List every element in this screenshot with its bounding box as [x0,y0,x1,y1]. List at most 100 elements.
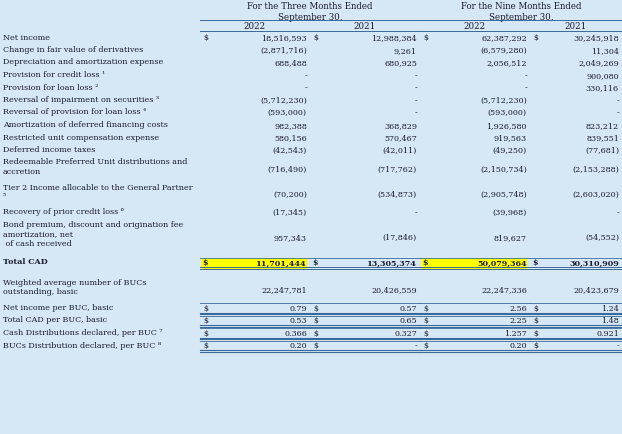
Text: Recovery of prior credit loss ⁶: Recovery of prior credit loss ⁶ [3,208,124,217]
Text: Redeemable Preferred Unit distributions and
accretion: Redeemable Preferred Unit distributions … [3,158,187,176]
Bar [0,32,622,45]
Text: $: $ [203,305,208,313]
Text: -: - [414,72,417,80]
Text: $: $ [313,330,318,338]
Text: 0.20: 0.20 [509,342,527,350]
Text: 0.53: 0.53 [289,317,307,325]
Text: 12,988,384: 12,988,384 [371,34,417,42]
Text: $: $ [203,259,208,267]
Text: $: $ [532,259,538,267]
Text: 1,926,580: 1,926,580 [486,122,527,130]
Bar [0,257,622,270]
Text: 2021: 2021 [565,22,587,31]
Text: $: $ [313,305,318,313]
Bar [0,57,622,69]
Text: $: $ [313,317,318,325]
Text: -: - [304,84,307,92]
Bar [0,328,622,340]
Text: (17,345): (17,345) [273,209,307,217]
Text: 1.48: 1.48 [601,317,619,325]
Text: Restricted unit compensation expense: Restricted unit compensation expense [3,134,159,141]
Text: Change in fair value of derivatives: Change in fair value of derivatives [3,46,143,54]
Bar [0,107,622,119]
Text: (2,603,020): (2,603,020) [572,191,619,198]
Bar [0,277,622,302]
Text: 680,925: 680,925 [384,59,417,67]
Text: 570,467: 570,467 [384,134,417,142]
Bar [0,315,622,328]
Text: 20,423,679: 20,423,679 [573,286,619,294]
Text: $: $ [533,305,538,313]
Text: Provision for loan loss ²: Provision for loan loss ² [3,83,98,92]
Text: 18,516,593: 18,516,593 [261,34,307,42]
Text: 11,304: 11,304 [591,47,619,55]
Text: 2.25: 2.25 [509,317,527,325]
Text: (534,873): (534,873) [378,191,417,198]
Text: 22,247,336: 22,247,336 [481,286,527,294]
Text: (2,871,716): (2,871,716) [260,47,307,55]
Text: (42,543): (42,543) [272,147,307,155]
Text: $: $ [423,34,428,42]
Bar [0,132,622,145]
Text: 20,426,559: 20,426,559 [371,286,417,294]
Text: $: $ [203,34,208,42]
Text: (593,000): (593,000) [268,109,307,117]
Text: (77,681): (77,681) [585,147,619,155]
Text: 957,343: 957,343 [274,234,307,242]
Text: 1.24: 1.24 [601,305,619,313]
Text: -: - [524,72,527,80]
Bar [201,258,307,269]
Text: -: - [414,209,417,217]
Text: (54,552): (54,552) [585,234,619,242]
Bar [0,145,622,157]
Text: Net income per BUC, basic: Net income per BUC, basic [3,304,113,312]
Text: 0.20: 0.20 [289,342,307,350]
Text: $: $ [312,259,318,267]
Text: (70,200): (70,200) [273,191,307,198]
Text: 50,079,364: 50,079,364 [477,259,527,267]
Text: 62,387,292: 62,387,292 [481,34,527,42]
Text: 9,261: 9,261 [394,47,417,55]
Text: -: - [414,84,417,92]
Text: (2,905,748): (2,905,748) [480,191,527,198]
Text: -: - [414,342,417,350]
Bar [0,302,622,315]
Text: $: $ [423,342,428,350]
Text: 2.56: 2.56 [509,305,527,313]
Text: 823,212: 823,212 [586,122,619,130]
Text: (39,968): (39,968) [493,209,527,217]
Text: Depreciation and amortization expense: Depreciation and amortization expense [3,59,163,66]
Text: 0.921: 0.921 [596,330,619,338]
Text: 368,829: 368,829 [384,122,417,130]
Text: -: - [524,84,527,92]
Bar [0,82,622,95]
Text: $: $ [203,342,208,350]
Text: 2,049,269: 2,049,269 [578,59,619,67]
Text: 2022: 2022 [244,22,266,31]
Text: $: $ [313,34,318,42]
Text: (5,712,230): (5,712,230) [260,97,307,105]
Text: $: $ [203,330,208,338]
Bar [0,95,622,107]
Text: $: $ [423,317,428,325]
Text: 919,563: 919,563 [494,134,527,142]
Text: Amortization of deferred financing costs: Amortization of deferred financing costs [3,121,168,129]
Text: 1.257: 1.257 [504,330,527,338]
Text: $: $ [533,342,538,350]
Text: 22,247,781: 22,247,781 [261,286,307,294]
Text: Reversal of impairment on securities ³: Reversal of impairment on securities ³ [3,96,159,104]
Text: $: $ [313,342,318,350]
Bar [0,220,622,257]
Bar [0,45,622,57]
Text: -: - [616,209,619,217]
Text: Weighted average number of BUCs
outstanding, basic: Weighted average number of BUCs outstand… [3,279,147,296]
Text: For the Three Months Ended
September 30,: For the Three Months Ended September 30, [248,2,373,22]
Text: -: - [414,109,417,117]
Text: 30,310,909: 30,310,909 [569,259,619,267]
Text: 839,551: 839,551 [586,134,619,142]
Text: Bond premium, discount and origination fee
amortization, net
 of cash received: Bond premium, discount and origination f… [3,221,183,248]
Text: 2,056,512: 2,056,512 [486,59,527,67]
Text: (5,712,230): (5,712,230) [480,97,527,105]
Text: (2,153,288): (2,153,288) [572,165,619,174]
Text: 900,080: 900,080 [587,72,619,80]
